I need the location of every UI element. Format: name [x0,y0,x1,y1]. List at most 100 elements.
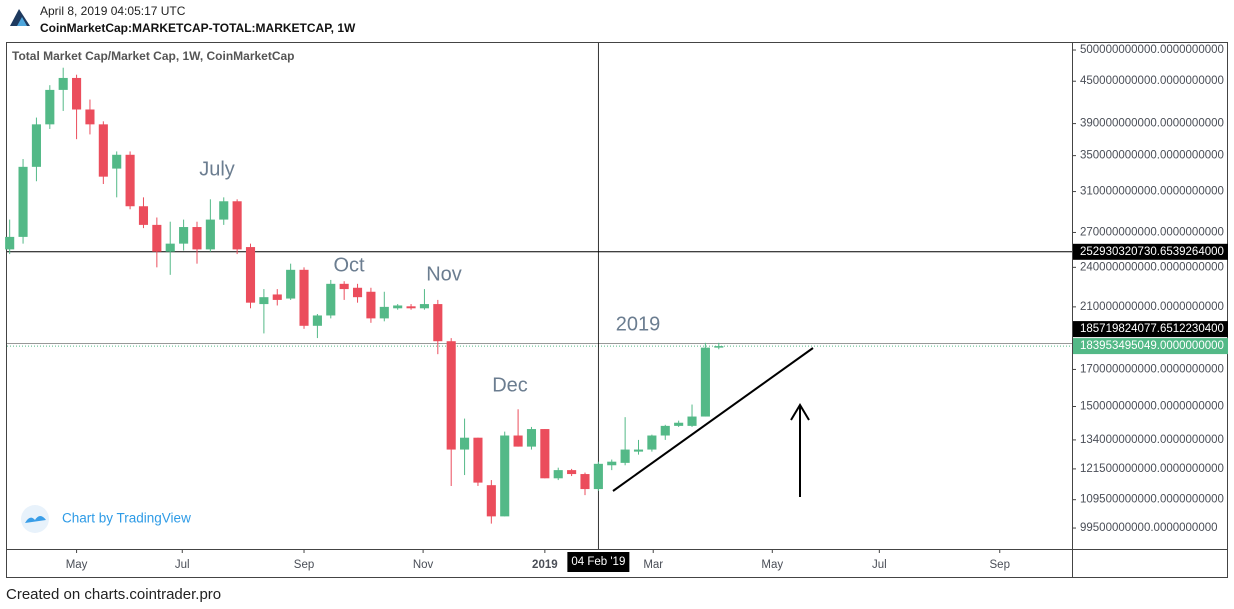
y-tick-label: 109500000000.0000000000 [1080,494,1224,506]
candle-body [31,124,41,167]
candle-body [580,474,590,490]
candle-body [245,247,256,303]
candle-body [379,306,389,319]
candle-body [406,306,416,309]
x-tick-label: Sep [294,559,314,571]
annotation: Nov [426,263,462,285]
candle-body [339,283,349,290]
candle-body [393,305,403,309]
candle-body [326,283,336,316]
candle-body [272,294,282,300]
candle-body [540,429,550,479]
crosshair-price-label-box [1073,321,1228,338]
candle-body [460,437,470,450]
candle-body [85,109,95,125]
candle-body [125,154,135,207]
candle-body [152,224,162,252]
y-tick-label: 350000000000.0000000000 [1080,150,1224,162]
x-tick-label: Jul [175,559,190,571]
candle-body [18,166,28,237]
annotation: Oct [333,254,365,276]
y-tick-label: 310000000000.0000000000 [1080,186,1224,198]
candle-body [433,304,443,342]
candle-body [687,416,697,426]
candle-body [500,435,510,517]
candle-body [633,449,644,452]
candle-body [299,269,309,326]
candle-body [165,243,175,252]
y-tick-label: 270000000000.0000000000 [1080,226,1224,238]
x-tick-label: Nov [413,559,434,571]
candle-body [553,470,563,479]
y-tick-label: 150000000000.0000000000 [1080,401,1224,413]
header-symbol: CoinMarketCap:MARKETCAP-TOTAL:MARKETCAP,… [40,21,356,35]
candle-body [72,77,82,110]
y-tick-label: 210000000000.0000000000 [1080,301,1224,313]
crosshair-price-label: 185719824077.6512230400 [1080,323,1224,335]
last-price-label: 183953495049.0000000000 [1080,340,1224,352]
last-price-label-box [1073,338,1228,355]
x-tick-label: 2019 [532,559,558,571]
arrow [790,403,810,497]
y-tick-label: 134000000000.0000000000 [1080,434,1224,446]
crosshair-date-label: 04 Feb '19 [571,556,625,568]
candle-body [232,201,242,250]
y-tick-label: 170000000000.0000000000 [1080,363,1224,375]
candle-body [486,485,496,517]
candle-body [352,287,363,298]
candle-body [5,236,15,250]
candle-body [58,77,68,90]
trend-line [612,347,814,492]
hline-price-label: 252930320730.6539264000 [1080,246,1224,258]
candle-body [45,89,55,125]
chart-frame [6,42,1228,578]
candle-body [112,154,122,169]
annotation: 2019 [616,313,661,335]
candle-body [526,429,537,447]
x-tick-label: Jul [872,559,887,571]
y-tick-label: 500000000000.0000000000 [1080,44,1224,56]
candle-body [205,219,215,250]
x-tick-label: Mar [643,559,663,571]
logo [10,9,30,26]
header-date: April 8, 2019 04:05:17 UTC [40,4,186,18]
candle-body [366,291,376,319]
x-tick-label: May [66,559,88,571]
y-tick-label: 240000000000.0000000000 [1080,261,1224,273]
candle-body [98,124,108,177]
candle-body [714,346,724,348]
footer: Created on charts.cointrader.pro [6,586,221,603]
candle-body [259,297,269,305]
branding[interactable]: Chart by TradingView [21,505,191,533]
chart-title: Total Market Cap/Market Cap, 1W, CoinMar… [12,49,295,63]
candle-body [567,470,577,475]
candle-body [286,269,296,299]
candle-body [513,435,523,447]
annotation: July [199,158,235,180]
candle-body [700,347,710,417]
candle-body [593,463,603,490]
branding-text[interactable]: Chart by TradingView [62,511,191,526]
hline-price-label-box [1073,243,1228,260]
candle-body [473,437,483,483]
y-tick-label: 99500000000.0000000000 [1080,522,1218,534]
y-tick-label: 390000000000.0000000000 [1080,118,1224,130]
candle-body [647,435,657,450]
candle-body [219,201,229,220]
x-tick-label: May [761,559,783,571]
candle-body [179,227,189,244]
candle-body [419,304,429,309]
candle-body [138,206,149,225]
y-tick-label: 121500000000.0000000000 [1080,463,1224,475]
candle-body [446,341,456,450]
candle-body [312,315,322,326]
x-tick-label: Sep [990,559,1010,571]
candle-body [192,227,202,250]
crosshair-date-box [567,552,630,572]
annotation: Dec [492,374,528,396]
candle-body [620,449,630,463]
candle-body [607,461,617,466]
candle-body [674,422,684,426]
